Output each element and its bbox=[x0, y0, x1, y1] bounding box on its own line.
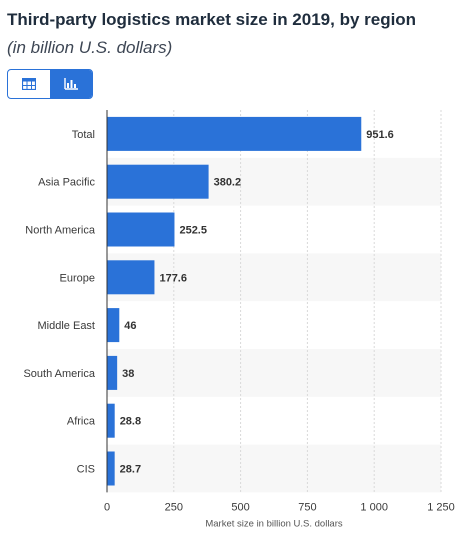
bar bbox=[107, 308, 120, 343]
x-tick-label: 1 000 bbox=[360, 501, 388, 513]
category-label: North America bbox=[25, 225, 96, 237]
chart-subtitle: (in billion U.S. dollars) bbox=[7, 38, 173, 57]
bar bbox=[107, 260, 155, 295]
x-tick-label: 250 bbox=[165, 501, 183, 513]
data-label: 252.5 bbox=[179, 225, 207, 237]
bar bbox=[107, 164, 209, 199]
bar bbox=[107, 212, 175, 247]
bar-chart-icon bbox=[64, 78, 78, 90]
category-label: Europe bbox=[60, 272, 95, 284]
x-axis-title: Market size in billion U.S. dollars bbox=[205, 518, 343, 529]
row-band bbox=[107, 253, 441, 302]
category-label: CIS bbox=[77, 464, 95, 476]
data-label: 28.8 bbox=[120, 416, 141, 428]
category-label: Africa bbox=[67, 416, 96, 428]
row-band bbox=[107, 444, 441, 493]
bar-chart: Total 951.6 Asia Pacific 380.2 North America… bbox=[23, 110, 455, 529]
category-label: Middle East bbox=[38, 320, 95, 332]
category-label: Total bbox=[72, 129, 95, 141]
chart-view-button[interactable] bbox=[50, 70, 92, 98]
bar bbox=[107, 355, 118, 390]
x-tick-label: 750 bbox=[298, 501, 316, 513]
chart-title: Third-party logistics market size in 201… bbox=[7, 10, 417, 29]
bar bbox=[107, 116, 362, 151]
x-tick-label: 1 250 bbox=[427, 501, 455, 513]
category-label: South America bbox=[23, 368, 95, 380]
bar bbox=[107, 451, 115, 486]
data-label: 28.7 bbox=[120, 464, 141, 476]
data-label: 38 bbox=[122, 368, 134, 380]
x-tick-label: 0 bbox=[104, 501, 110, 513]
x-tick-label: 500 bbox=[231, 501, 249, 513]
table-icon bbox=[22, 78, 36, 90]
table-view-button[interactable] bbox=[8, 70, 50, 98]
category-label: Asia Pacific bbox=[38, 177, 95, 189]
data-label: 951.6 bbox=[366, 129, 394, 141]
data-label: 46 bbox=[124, 320, 136, 332]
data-label: 380.2 bbox=[214, 177, 242, 189]
row-band bbox=[107, 349, 441, 397]
view-toggle bbox=[7, 69, 93, 99]
data-label: 177.6 bbox=[159, 272, 187, 284]
bar bbox=[107, 403, 115, 438]
